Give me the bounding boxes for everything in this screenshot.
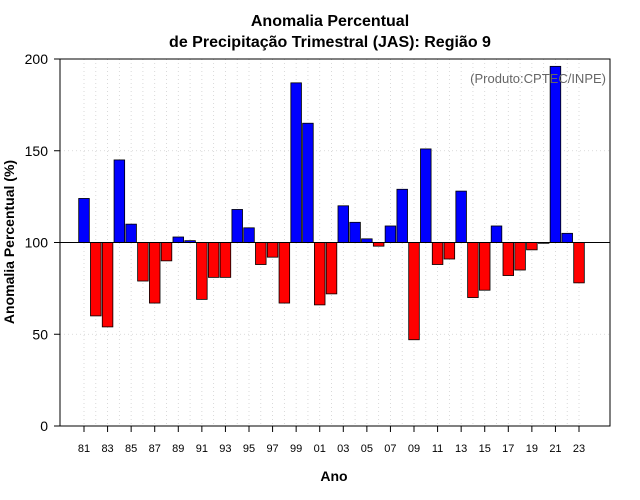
x-tick-label-95: 95 [243, 443, 255, 455]
bar-17 [502, 242, 515, 276]
x-tick-label-17: 17 [502, 443, 514, 455]
bar-08 [396, 188, 408, 243]
bar-04 [349, 221, 361, 243]
bar-15 [479, 242, 491, 291]
bar-82 [90, 242, 102, 317]
x-tick-label-19: 19 [526, 443, 538, 455]
bar-18 [514, 242, 526, 271]
bar-81 [78, 198, 90, 243]
bar-97 [266, 242, 279, 258]
bar-05 [361, 238, 373, 243]
bar-19 [526, 242, 538, 251]
bar-12 [443, 242, 456, 260]
x-tick-label-07: 07 [384, 443, 396, 455]
y-tick-label-0: 0 [40, 418, 48, 434]
bar-00 [302, 122, 314, 243]
bar-03 [337, 205, 349, 243]
bar-02 [325, 242, 338, 295]
bar-95 [243, 227, 255, 243]
chart-title-line2: de Precipitação Trimestral (JAS): Região… [169, 34, 491, 51]
bar-94 [231, 209, 243, 243]
bar-22 [561, 232, 573, 243]
product-watermark: (Produto:CPTEC/INPE) [470, 71, 606, 86]
x-tick-label-05: 05 [361, 443, 373, 455]
bar-13 [455, 190, 467, 243]
bar-09 [408, 242, 420, 341]
x-tick-label-89: 89 [172, 443, 184, 455]
x-tick-label-87: 87 [149, 443, 161, 455]
bar-98 [278, 242, 291, 304]
bar-10 [420, 148, 432, 243]
bar-11 [431, 242, 444, 265]
bar-91 [196, 242, 208, 300]
y-axis-label: Anomalia Percentual (%) [1, 160, 17, 324]
bar-92 [207, 242, 220, 278]
bar-07 [384, 225, 397, 243]
bar-89 [172, 236, 184, 243]
x-tick-label-11: 11 [432, 443, 443, 455]
x-tick-label-97: 97 [266, 443, 278, 455]
x-tick-label-09: 09 [408, 443, 420, 455]
bar-99 [290, 82, 302, 243]
y-tick-label-100: 100 [25, 235, 49, 251]
x-tick-label-13: 13 [455, 443, 467, 455]
y-tick-label-150: 150 [25, 143, 49, 159]
x-tick-label-99: 99 [290, 443, 302, 455]
bar-14 [467, 242, 479, 298]
bar-93 [219, 242, 232, 278]
bar-23 [573, 242, 585, 284]
bar-85 [125, 223, 137, 243]
x-tick-label-21: 21 [549, 443, 561, 455]
bar-83 [101, 242, 114, 328]
x-tick-label-01: 01 [314, 443, 326, 455]
bar-88 [160, 242, 173, 262]
y-tick-label-200: 200 [25, 51, 49, 67]
y-tick-label-50: 50 [32, 326, 48, 342]
bar-87 [149, 242, 161, 304]
bar-21 [549, 65, 562, 243]
x-tick-label-23: 23 [573, 443, 585, 455]
bar-86 [137, 242, 149, 282]
bar-01 [314, 242, 326, 306]
axes: 0 50 100 150 200 81 83 85 87 89 91 93 95 97 99 01 03 05 07… [25, 51, 611, 455]
bar-06 [372, 242, 385, 247]
x-tick-label-83: 83 [101, 443, 113, 455]
x-tick-label-91: 91 [196, 443, 208, 455]
bar-16 [490, 225, 503, 243]
bar-84 [113, 159, 126, 243]
bar-96 [255, 242, 267, 265]
x-tick-label-15: 15 [479, 443, 491, 455]
x-tick-label-93: 93 [219, 443, 231, 455]
x-tick-label-81: 81 [78, 443, 90, 455]
x-tick-label-03: 03 [337, 443, 349, 455]
chart-title-line1: Anomalia Percentual [251, 13, 409, 30]
x-axis-label: Ano [320, 468, 347, 484]
x-tick-label-85: 85 [125, 443, 137, 455]
